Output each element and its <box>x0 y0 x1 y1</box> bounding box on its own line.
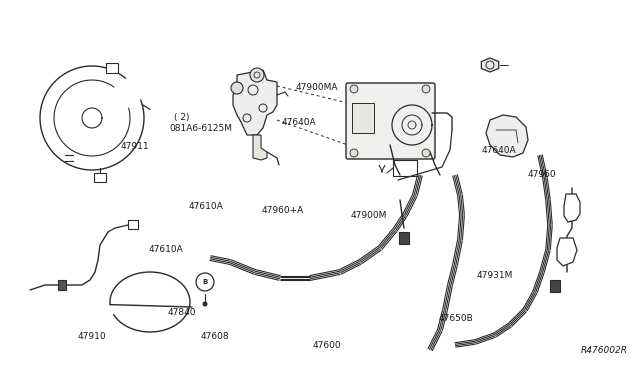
Bar <box>399 232 409 244</box>
Bar <box>106 63 118 73</box>
Text: 47610A: 47610A <box>189 202 223 211</box>
Text: R476002R: R476002R <box>581 346 628 355</box>
Text: 47931M: 47931M <box>477 271 513 280</box>
FancyBboxPatch shape <box>346 83 435 159</box>
Polygon shape <box>253 135 267 160</box>
Text: 47900MA: 47900MA <box>296 83 338 92</box>
Circle shape <box>350 85 358 93</box>
Circle shape <box>350 149 358 157</box>
Bar <box>58 280 66 290</box>
Bar <box>352 103 374 133</box>
Text: 47900M: 47900M <box>351 211 387 220</box>
Text: 47608: 47608 <box>200 332 228 341</box>
Text: 47650B: 47650B <box>438 314 473 323</box>
Text: 47960+A: 47960+A <box>261 206 303 215</box>
Text: 47911: 47911 <box>120 142 149 151</box>
Polygon shape <box>486 115 528 157</box>
Text: 47960: 47960 <box>528 170 557 179</box>
Polygon shape <box>233 70 277 135</box>
Circle shape <box>422 85 430 93</box>
Text: 081A6-6125M: 081A6-6125M <box>170 124 232 133</box>
Text: 47910: 47910 <box>77 332 106 341</box>
Text: ( 2): ( 2) <box>174 113 189 122</box>
Text: 47600: 47600 <box>312 341 340 350</box>
Bar <box>94 173 106 182</box>
Text: 47640A: 47640A <box>282 118 316 127</box>
Circle shape <box>202 301 207 307</box>
Bar <box>550 280 560 292</box>
Circle shape <box>250 68 264 82</box>
Bar <box>128 220 138 229</box>
Polygon shape <box>557 238 577 266</box>
Polygon shape <box>564 194 580 222</box>
Circle shape <box>231 82 243 94</box>
Text: 47610A: 47610A <box>148 245 183 254</box>
Text: B: B <box>202 279 207 285</box>
Circle shape <box>422 149 430 157</box>
Polygon shape <box>481 58 499 72</box>
Text: 47840: 47840 <box>168 308 196 317</box>
Text: 47640A: 47640A <box>482 146 516 155</box>
